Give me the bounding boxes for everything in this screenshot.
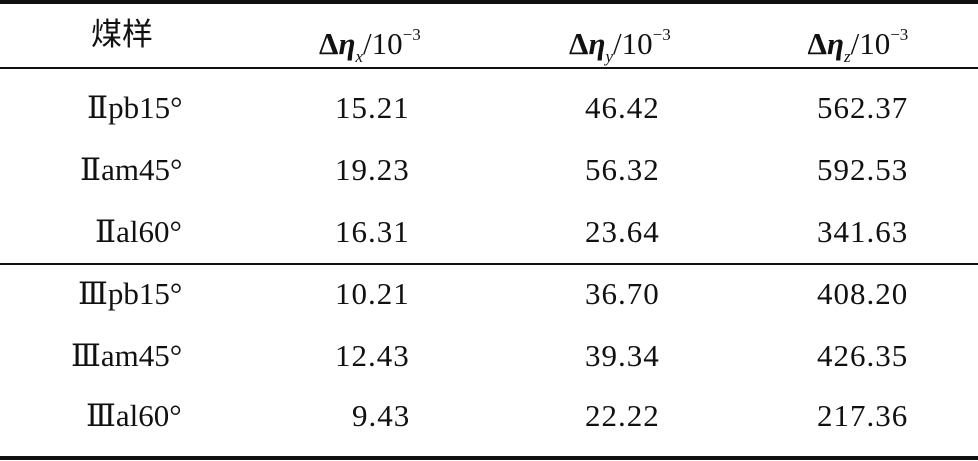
header-cell: Δηx/10−3 bbox=[319, 15, 421, 66]
table-cell: 9.43 bbox=[352, 398, 411, 433]
header-delta: Δ bbox=[569, 26, 589, 61]
row-label: Ⅲal60° bbox=[86, 398, 182, 433]
table-cell: 426.35 bbox=[817, 338, 909, 373]
table-cell: 408.20 bbox=[817, 276, 909, 311]
header-unit: /10 bbox=[363, 26, 403, 61]
table-cell: 46.42 bbox=[585, 90, 660, 125]
header-subscript: x bbox=[355, 47, 363, 66]
table-cell: 12.43 bbox=[335, 338, 410, 373]
group-rule bbox=[0, 263, 978, 265]
table-cell: 56.32 bbox=[585, 152, 660, 187]
table-cell: 562.37 bbox=[817, 90, 909, 125]
table-cell: 23.64 bbox=[585, 214, 660, 249]
table-cell: 592.53 bbox=[817, 152, 909, 187]
row-label: Ⅲpb15° bbox=[78, 276, 183, 311]
table-cell: 16.31 bbox=[335, 214, 410, 249]
header-cell: Δηy/10−3 bbox=[569, 15, 671, 66]
table-cell: 341.63 bbox=[817, 214, 909, 249]
table-cell: 19.23 bbox=[335, 152, 410, 187]
header-cell: Δηz/10−3 bbox=[808, 15, 909, 66]
header-exponent: −3 bbox=[402, 25, 421, 44]
header-symbol: η bbox=[826, 26, 844, 61]
row-label: Ⅲam45° bbox=[71, 338, 183, 373]
header-subscript: y bbox=[605, 47, 613, 66]
table-cell: 15.21 bbox=[335, 90, 410, 125]
header-rule bbox=[0, 67, 978, 69]
table-cell: 217.36 bbox=[817, 398, 909, 433]
table-cell: 22.22 bbox=[585, 398, 660, 433]
row-label: Ⅱal60° bbox=[95, 214, 182, 249]
bottom-rule bbox=[0, 456, 978, 460]
table-cell: 36.70 bbox=[585, 276, 660, 311]
table-cell: 10.21 bbox=[335, 276, 410, 311]
header-cell: 煤样 bbox=[91, 17, 153, 53]
header-symbol: η bbox=[588, 26, 606, 61]
row-label: Ⅱam45° bbox=[80, 152, 183, 187]
row-label: Ⅱpb15° bbox=[87, 90, 183, 125]
header-delta: Δ bbox=[807, 26, 827, 61]
table-cell: 39.34 bbox=[585, 338, 660, 373]
top-rule bbox=[0, 0, 978, 4]
header-delta: Δ bbox=[319, 26, 339, 61]
header-subscript: z bbox=[843, 47, 851, 66]
header-symbol: η bbox=[338, 26, 356, 61]
header-exponent: −3 bbox=[652, 25, 671, 44]
header-unit: /10 bbox=[850, 26, 891, 61]
header-exponent: −3 bbox=[890, 25, 909, 44]
header-unit: /10 bbox=[613, 26, 653, 61]
